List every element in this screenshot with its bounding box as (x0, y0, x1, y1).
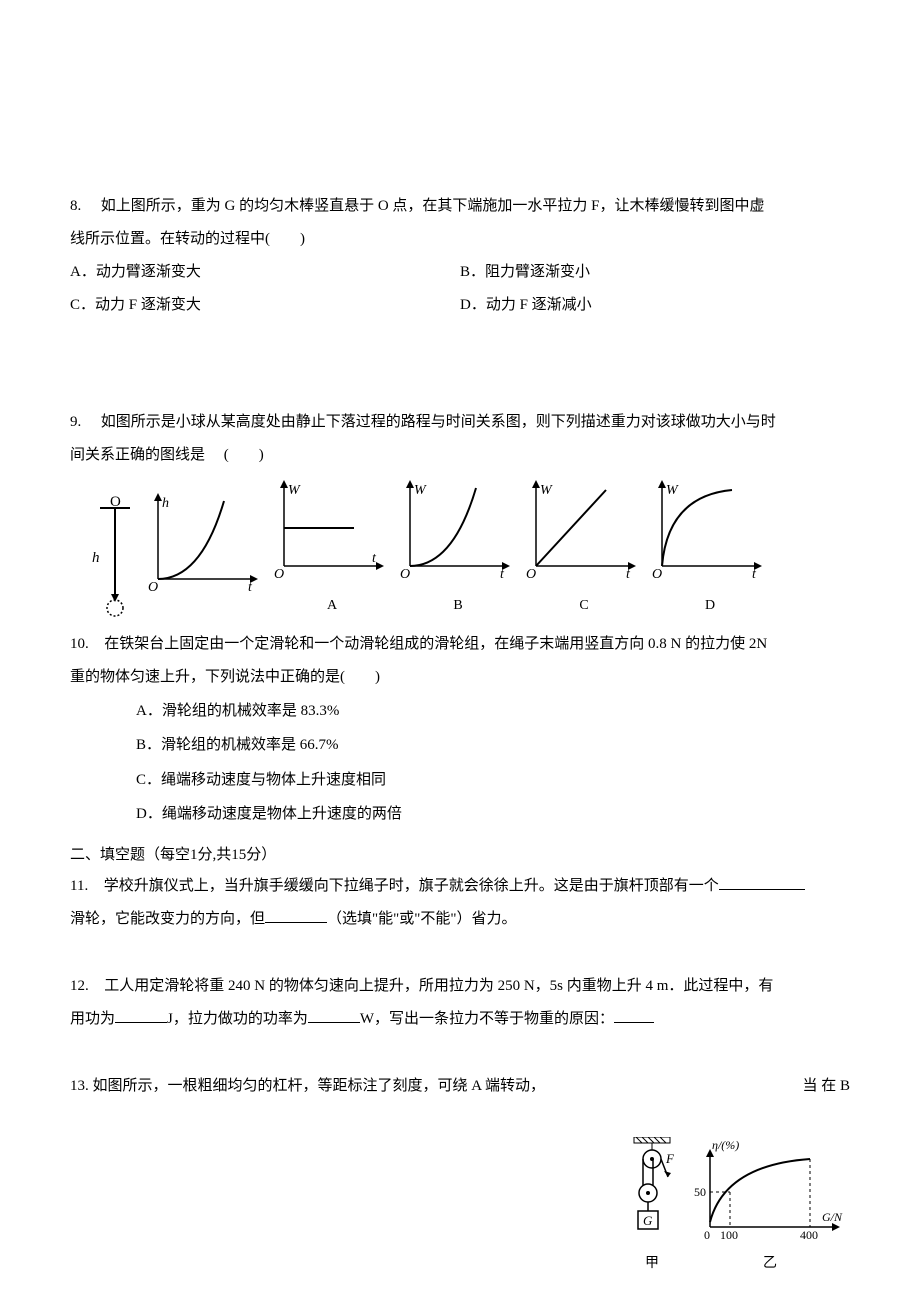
q9-chart-b-caption: B (398, 591, 518, 622)
q8-stem-line1: 8. 如上图所示，重为 G 的均匀木棒竖直悬于 O 点，在其下端施加一水平拉力 … (70, 190, 850, 223)
q9-chart-c-o: O (526, 567, 536, 578)
q13-graph-x-label: G/N (822, 1210, 843, 1224)
q9-chart-d-caption: D (650, 591, 770, 622)
q10-option-d: D．绳端移动速度是物体上升速度的两倍 (136, 797, 850, 832)
q11-part2: 滑轮，它能改变力的方向，但 (70, 911, 265, 927)
q13-row: 13. 如图所示，一根粗细均匀的杠杆，等距标注了刻度，可绕 A 端转动， 当 在… (70, 1070, 850, 1103)
q13-graph-xb: 400 (800, 1228, 818, 1242)
q13-pulley-f: F (665, 1151, 675, 1166)
q13-graph-x0: 0 (704, 1228, 710, 1242)
q12-part2b: J，拉力做功的功率为 (167, 1011, 308, 1027)
q9-chart-c: W t O C (524, 478, 644, 622)
q13-pulley: F G 甲 (624, 1137, 680, 1272)
q8-stem-line2: 线所示位置。在转动的过程中( ) (70, 223, 850, 256)
q9-chart-a-caption: A (272, 591, 392, 622)
q9-chart-d-o: O (652, 567, 662, 578)
q13-graph-xa: 100 (720, 1228, 738, 1242)
q12-part2a: 用功为 (70, 1011, 115, 1027)
q10-number: 10. (70, 636, 89, 652)
q12-blank-1 (115, 1007, 167, 1023)
q12-number: 12. (70, 978, 89, 994)
q9-ball-diagram: O h (84, 492, 140, 622)
q9-chart-ht: h t O (146, 491, 266, 622)
q10-option-c: C．绳端移动速度与物体上升速度相同 (136, 763, 850, 798)
q10-stem-line1: 10. 在铁架台上固定由一个定滑轮和一个动滑轮组成的滑轮组，在绳子末端用竖直方向… (70, 628, 850, 661)
q9-chart-ht-y: h (162, 496, 169, 511)
q13-graph-y-label: η/(%) (712, 1138, 739, 1152)
q13-stem-left-wrap: 13. 如图所示，一根粗细均匀的杠杆，等距标注了刻度，可绕 A 端转动， (70, 1070, 792, 1103)
q9-chart-c-svg: W t O (524, 478, 644, 578)
q9-chart-a: W t O A (272, 478, 392, 622)
q9-chart-b: W t O B (398, 478, 518, 622)
q13-graph-caption: 乙 (690, 1252, 850, 1272)
q9-chart-ht-o: O (148, 580, 158, 591)
section-2-heading: 二、填空题（每空1分,共15分） (70, 840, 850, 870)
q12-part1: 工人用定滑轮将重 240 N 的物体匀速向上提升，所用拉力为 250 N，5s … (104, 978, 773, 994)
q9-chart-d: W t O D (650, 478, 770, 622)
q9-stem-line2: 间关系正确的图线是 ( ) (70, 439, 850, 472)
q10-stem-1: 在铁架台上固定由一个定滑轮和一个动滑轮组成的滑轮组，在绳子末端用竖直方向 0.8… (104, 636, 767, 652)
q13-pulley-caption: 甲 (624, 1252, 680, 1272)
q10-options: A．滑轮组的机械效率是 83.3% B．滑轮组的机械效率是 66.7% C．绳端… (70, 694, 850, 832)
q8-option-b: B．阻力臂逐渐变小 (460, 256, 850, 289)
q11-part3: （选填"能"或"不能"）省力。 (327, 911, 517, 927)
q8-number: 8. (70, 198, 81, 214)
q9-chart-b-o: O (400, 567, 410, 578)
q8-stem-1: 如上图所示，重为 G 的均匀木棒竖直悬于 O 点，在其下端施加一水平拉力 F，让… (101, 198, 765, 214)
q12-blank-3 (614, 1007, 654, 1023)
q9-chart-b-y: W (414, 483, 427, 498)
q13-stem-left: 如图所示，一根粗细均匀的杠杆，等距标注了刻度，可绕 A 端转动， (93, 1078, 546, 1094)
q12-blank-2 (308, 1007, 360, 1023)
q9-chart-a-svg: W t O (272, 478, 392, 578)
q11-line1: 11. 学校升旗仪式上，当升旗手缓缓向下拉绳子时，旗子就会徐徐上升。这是由于旗杆… (70, 870, 850, 903)
q11-line2: 滑轮，它能改变力的方向，但 （选填"能"或"不能"）省力。 (70, 903, 850, 936)
q13-pulley-svg: F G (624, 1137, 680, 1247)
question-11: 11. 学校升旗仪式上，当升旗手缓缓向下拉绳子时，旗子就会徐徐上升。这是由于旗杆… (70, 870, 850, 936)
q11-blank-2 (265, 907, 327, 923)
q9-figures: O h h t O (84, 478, 850, 622)
q11-part1: 学校升旗仪式上，当升旗手缓缓向下拉绳子时，旗子就会徐徐上升。这是由于旗杆顶部有一… (104, 878, 719, 894)
q10-option-a: A．滑轮组的机械效率是 83.3% (136, 694, 850, 729)
q8-options-row2: C．动力 F 逐渐变大 D．动力 F 逐渐减小 (70, 289, 850, 322)
q13-figure: F G 甲 η/(%) (624, 1137, 850, 1272)
q12-line1: 12. 工人用定滑轮将重 240 N 的物体匀速向上提升，所用拉力为 250 N… (70, 970, 850, 1003)
q10-stem-line2: 重的物体匀速上升，下列说法中正确的是( ) (70, 661, 850, 694)
q12-line2: 用功为 J，拉力做功的功率为 W，写出一条拉力不等于物重的原因： (70, 1003, 850, 1036)
q8-option-d: D．动力 F 逐渐减小 (460, 289, 850, 322)
q11-number: 11. (70, 878, 88, 894)
q9-chart-ht-svg: h t O (146, 491, 266, 591)
q9-number: 9. (70, 414, 81, 430)
q10-option-b: B．滑轮组的机械效率是 66.7% (136, 728, 850, 763)
q9-stem-line1: 9. 如图所示是小球从某高度处由静止下落过程的路程与时间关系图，则下列描述重力对… (70, 406, 850, 439)
q9-stem-1: 如图所示是小球从某高度处由静止下落过程的路程与时间关系图，则下列描述重力对该球做… (101, 414, 776, 430)
q13-pulley-g: G (643, 1213, 653, 1228)
q13-graph: η/(%) 50 0 100 400 (690, 1137, 850, 1272)
q12-part2c: W，写出一条拉力不等于物重的原因： (360, 1011, 614, 1027)
q13-graph-ytick: 50 (694, 1185, 706, 1199)
q8-option-c: C．动力 F 逐渐变大 (70, 289, 460, 322)
q9-chart-d-y: W (666, 483, 679, 498)
question-10: 10. 在铁架台上固定由一个定滑轮和一个动滑轮组成的滑轮组，在绳子末端用竖直方向… (70, 628, 850, 832)
question-13: 13. 如图所示，一根粗细均匀的杠杆，等距标注了刻度，可绕 A 端转动， 当 在… (70, 1070, 850, 1103)
question-8: 8. 如上图所示，重为 G 的均匀木棒竖直悬于 O 点，在其下端施加一水平拉力 … (70, 190, 850, 322)
q9-chart-c-caption: C (524, 591, 644, 622)
question-9: 9. 如图所示是小球从某高度处由静止下落过程的路程与时间关系图，则下列描述重力对… (70, 406, 850, 622)
q9-chart-d-svg: W t O (650, 478, 770, 578)
exam-page: 8. 如上图所示，重为 G 的均匀木棒竖直悬于 O 点，在其下端施加一水平拉力 … (0, 0, 920, 1302)
q9-chart-c-y: W (540, 483, 553, 498)
q11-blank-1 (719, 874, 805, 890)
q9-chart-b-svg: W t O (398, 478, 518, 578)
q9-ball-h-label: h (92, 550, 100, 566)
q13-graph-svg: η/(%) 50 0 100 400 (690, 1137, 850, 1247)
q8-option-a: A．动力臂逐渐变大 (70, 256, 460, 289)
q9-chart-a-o: O (274, 567, 284, 578)
q8-options-row1: A．动力臂逐渐变大 B．阻力臂逐渐变小 (70, 256, 850, 289)
q9-chart-a-y: W (288, 483, 301, 498)
q13-number: 13. (70, 1078, 89, 1094)
question-12: 12. 工人用定滑轮将重 240 N 的物体匀速向上提升，所用拉力为 250 N… (70, 970, 850, 1036)
q13-stem-right: 当 在 B (802, 1070, 850, 1103)
